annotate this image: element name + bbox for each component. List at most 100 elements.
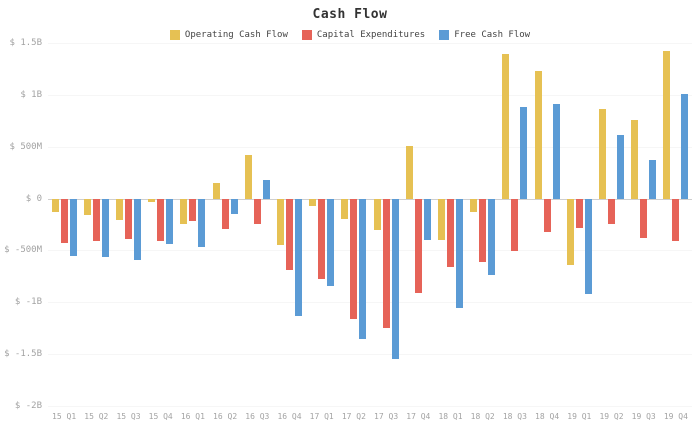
- x-axis-label: 18 Q2: [470, 412, 495, 421]
- bar-capital-expenditures-18-q1: [447, 198, 454, 267]
- x-axis-label: 16 Q3: [245, 412, 270, 421]
- bar-operating-cash-flow-19-q1: [566, 198, 574, 265]
- bar-capital-expenditures-15-q4: [157, 198, 165, 242]
- legend-label: Capital Expenditures: [316, 30, 426, 40]
- bar-capital-expenditures-15-q3: [125, 198, 132, 240]
- x-axis-label: 18 Q1: [438, 412, 463, 421]
- x-axis-label: 18 Q3: [502, 412, 527, 421]
- bar-capital-expenditures-19-q4: [672, 198, 680, 242]
- bar-capital-expenditures-16-q3: [253, 198, 261, 225]
- bar-capital-expenditures-18-q4: [543, 198, 551, 233]
- x-axis-label: 17 Q1: [309, 412, 334, 421]
- bar-operating-cash-flow-18-q2: [470, 198, 478, 213]
- bar-capital-expenditures-15-q2: [92, 198, 100, 241]
- gridline: [48, 302, 692, 304]
- bar-free-cash-flow-16-q1: [198, 198, 206, 247]
- bar-free-cash-flow-17-q2: [359, 198, 367, 340]
- x-axis-label: 15 Q1: [52, 412, 77, 421]
- y-axis-label: $ -1.5B: [4, 349, 42, 360]
- legend: Operating Cash Flow Capital Expenditures F…: [0, 30, 700, 40]
- bar-operating-cash-flow-17-q4: [405, 145, 413, 199]
- bar-free-cash-flow-17-q4: [423, 198, 431, 241]
- bar-operating-cash-flow-16-q3: [244, 154, 252, 199]
- bar-free-cash-flow-19-q3: [649, 160, 657, 199]
- zero-axis-line: [48, 198, 692, 200]
- bar-capital-expenditures-16-q1: [189, 198, 197, 222]
- gridline: [48, 43, 692, 44]
- x-axis-label: 16 Q1: [180, 412, 205, 421]
- bar-capital-expenditures-18-q3: [511, 198, 519, 252]
- bar-free-cash-flow-16-q4: [295, 198, 302, 317]
- bar-operating-cash-flow-16-q4: [277, 198, 284, 246]
- bar-capital-expenditures-19-q1: [575, 198, 583, 228]
- x-axis-label: 19 Q2: [599, 412, 624, 421]
- x-axis-label: 16 Q2: [213, 412, 238, 421]
- x-axis-label: 19 Q3: [631, 412, 656, 421]
- x-axis-label: 19 Q4: [663, 412, 688, 421]
- bar-operating-cash-flow-17-q2: [341, 198, 349, 220]
- bar-free-cash-flow-15-q2: [101, 198, 109, 258]
- bar-operating-cash-flow-19-q4: [663, 50, 671, 199]
- legend-item-operating-cash-flow[interactable]: Operating Cash Flow: [169, 30, 288, 40]
- x-axis-label: 18 Q4: [535, 412, 560, 421]
- bar-capital-expenditures-16-q2: [221, 198, 229, 230]
- x-axis-label: 17 Q3: [374, 412, 399, 421]
- bar-capital-expenditures-17-q3: [382, 198, 390, 328]
- x-axis-label: 19 Q1: [567, 412, 592, 421]
- legend-swatch: [439, 30, 450, 40]
- bar-operating-cash-flow-15-q3: [116, 198, 123, 220]
- bar-operating-cash-flow-15-q1: [51, 198, 59, 213]
- x-axis-label: 16 Q4: [277, 412, 302, 421]
- bar-capital-expenditures-16-q4: [286, 198, 293, 270]
- legend-swatch: [169, 30, 180, 40]
- bar-free-cash-flow-18-q1: [456, 198, 463, 308]
- bar-operating-cash-flow-18-q3: [502, 54, 510, 199]
- gridline: [48, 146, 692, 148]
- bar-capital-expenditures-17-q1: [318, 198, 326, 279]
- bar-capital-expenditures-17-q4: [414, 198, 422, 294]
- legend-swatch: [301, 30, 312, 40]
- bar-capital-expenditures-19-q2: [608, 198, 615, 225]
- bar-free-cash-flow-19-q2: [617, 134, 624, 199]
- y-axis-label: $ 0: [25, 193, 42, 204]
- bar-free-cash-flow-18-q3: [520, 107, 528, 199]
- bar-capital-expenditures-18-q2: [479, 198, 487, 262]
- bar-free-cash-flow-19-q1: [584, 198, 592, 294]
- x-axis-label: 15 Q3: [116, 412, 141, 421]
- bar-operating-cash-flow-16-q1: [180, 198, 188, 225]
- bar-capital-expenditures-15-q1: [60, 198, 68, 243]
- bar-free-cash-flow-16-q2: [230, 198, 238, 214]
- bar-capital-expenditures-17-q2: [350, 198, 358, 319]
- bar-free-cash-flow-19-q4: [681, 93, 689, 199]
- gridline: [48, 94, 692, 96]
- bar-operating-cash-flow-17-q3: [373, 198, 381, 230]
- y-axis-label: $ 1B: [20, 89, 42, 100]
- bar-free-cash-flow-18-q2: [488, 198, 496, 276]
- bar-free-cash-flow-17-q3: [391, 198, 399, 359]
- bar-operating-cash-flow-18-q1: [438, 198, 445, 240]
- bar-free-cash-flow-17-q1: [327, 198, 335, 286]
- bar-operating-cash-flow-17-q1: [309, 198, 317, 206]
- bar-capital-expenditures-19-q3: [640, 198, 648, 239]
- bar-operating-cash-flow-19-q2: [599, 109, 606, 199]
- bar-free-cash-flow-15-q4: [166, 198, 174, 245]
- bar-operating-cash-flow-15-q4: [148, 198, 156, 202]
- x-axis-label: 15 Q2: [84, 412, 109, 421]
- bar-operating-cash-flow-19-q3: [631, 120, 639, 199]
- bar-operating-cash-flow-18-q4: [534, 70, 542, 199]
- legend-label: Free Cash Flow: [454, 30, 531, 40]
- bar-free-cash-flow-15-q3: [134, 198, 141, 261]
- bar-free-cash-flow-15-q1: [69, 198, 77, 257]
- legend-item-capital-expenditures[interactable]: Capital Expenditures: [301, 30, 426, 40]
- chart-title: Cash Flow: [312, 7, 388, 22]
- x-axis-label: 15 Q4: [148, 412, 173, 421]
- x-axis-label: 17 Q2: [341, 412, 366, 421]
- bar-operating-cash-flow-16-q2: [212, 183, 220, 199]
- y-axis-label: $ 1.5B: [9, 38, 42, 48]
- bar-operating-cash-flow-15-q2: [83, 198, 91, 216]
- bar-free-cash-flow-16-q3: [262, 180, 270, 199]
- legend-item-free-cash-flow[interactable]: Free Cash Flow: [439, 30, 530, 40]
- gridline: [48, 250, 692, 252]
